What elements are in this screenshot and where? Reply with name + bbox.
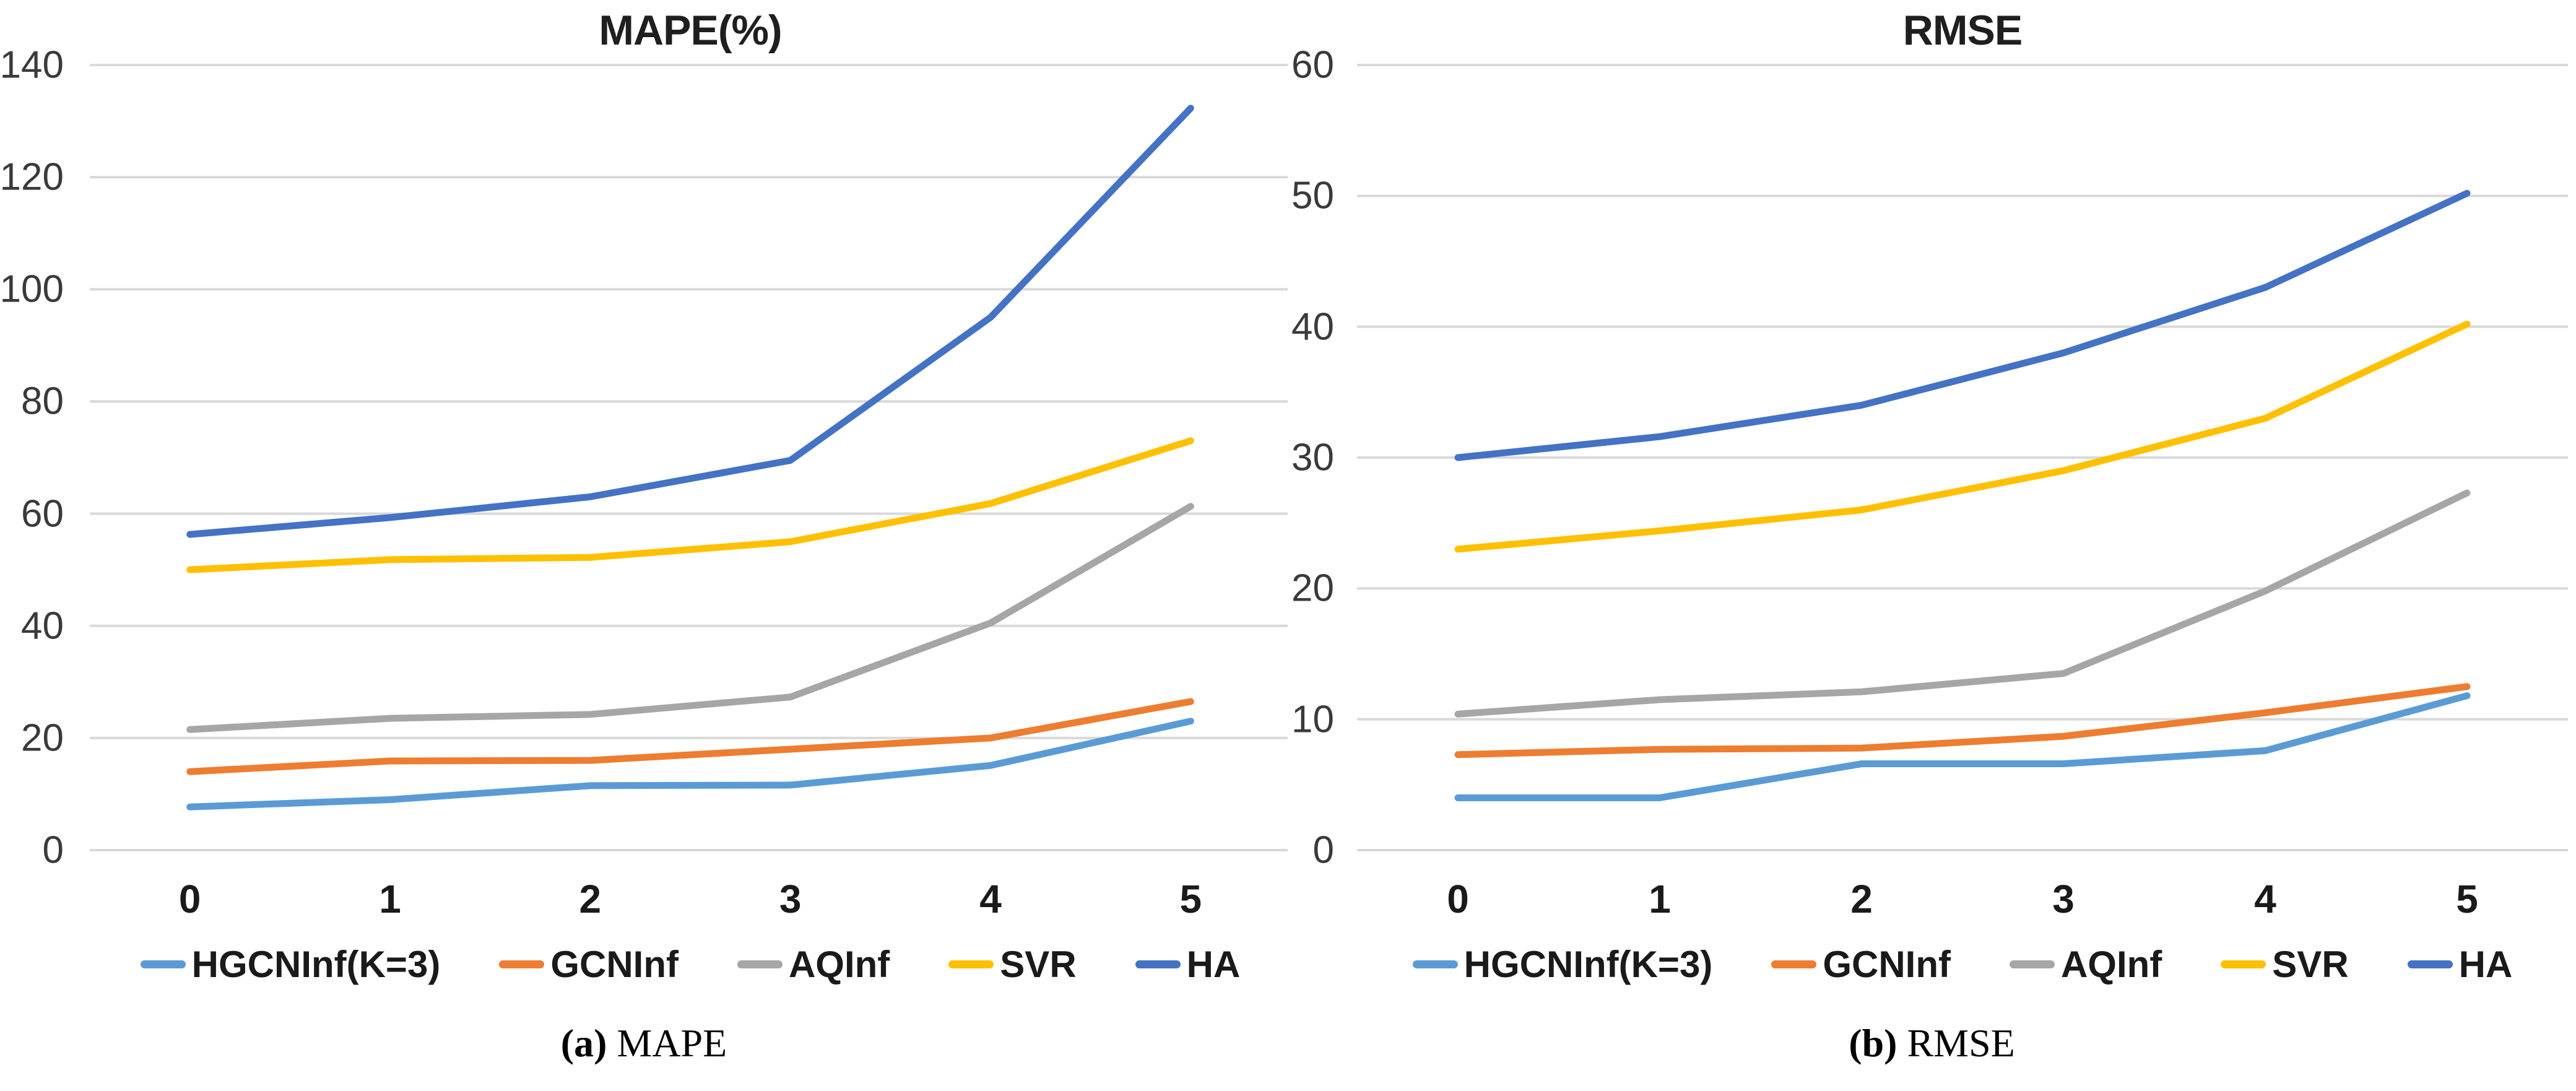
series-line-3 <box>1454 320 2471 553</box>
legend-item: GCNInf <box>1771 943 1951 986</box>
legend-label: AQInf <box>788 943 890 985</box>
y-tick-label: 40 <box>21 604 64 648</box>
legend-swatch-icon <box>737 960 783 968</box>
legend-item: HA <box>1135 943 1241 986</box>
series-line-1 <box>1454 683 2471 758</box>
x-tick-label: 1 <box>1649 877 1671 921</box>
legend-label: HGCNInf(K=3) <box>1464 943 1713 985</box>
chart-panel-mape: MAPE(%) 0 20 40 60 80 100 120 140 0 1 2 3 4 5 HGCNIn… <box>0 7 1291 1066</box>
x-tick-label: 2 <box>1850 877 1873 921</box>
series-line-2 <box>186 503 1194 733</box>
legend-item: HGCNInf(K=3) <box>140 943 441 986</box>
legend-item: SVR <box>948 943 1077 986</box>
legend-item: AQInf <box>2009 943 2162 986</box>
legend-swatch-icon <box>140 960 186 968</box>
legend-swatch-icon <box>1771 960 1817 968</box>
y-tick-label: 50 <box>1291 174 1334 217</box>
y-tick-label: 0 <box>42 828 64 872</box>
y-tick-label: 80 <box>21 380 64 423</box>
series-line-4 <box>186 105 1194 538</box>
legend-swatch-icon <box>1412 960 1458 968</box>
x-tick-label: 0 <box>178 877 201 921</box>
y-tick-label: 60 <box>21 492 64 536</box>
legend-label: SVR <box>2272 943 2349 985</box>
legend-label: HA <box>1186 943 1241 985</box>
y-tick-label: 20 <box>1291 567 1334 610</box>
y-tick-label: 0 <box>1312 828 1334 872</box>
legend-swatch-icon <box>2407 960 2453 968</box>
figure-caption: (b) RMSE <box>1288 1020 2576 1066</box>
figure-caption: (a) MAPE <box>0 1020 1288 1066</box>
series-line-2 <box>1454 489 2471 718</box>
plot-area-rmse <box>1357 64 2568 851</box>
legend-label: AQInf <box>2060 943 2162 985</box>
legend-item: AQInf <box>737 943 890 986</box>
x-tick-label: 4 <box>2254 877 2276 921</box>
caption-text: MAPE <box>617 1021 727 1065</box>
legend-swatch-icon <box>499 960 545 968</box>
legend-item: HA <box>2407 943 2513 986</box>
x-tick-label: 5 <box>2456 877 2478 921</box>
series-line-4 <box>1454 189 2471 461</box>
legend-label: SVR <box>1000 943 1077 985</box>
caption-index: (a) <box>560 1021 607 1065</box>
legend-item: GCNInf <box>499 943 679 986</box>
legend-label: HGCNInf(K=3) <box>191 943 441 985</box>
y-tick-label: 10 <box>1291 698 1334 741</box>
legend-swatch-icon <box>2009 960 2055 968</box>
x-tick-label: 3 <box>779 877 802 921</box>
caption-index: (b) <box>1849 1021 1897 1065</box>
y-tick-label: 140 <box>0 43 64 87</box>
legend-swatch-icon <box>1135 960 1181 968</box>
chart-title: MAPE(%) <box>599 7 782 54</box>
legend: HGCNInf(K=3) GCNInf AQInf SVR HA <box>1357 936 2568 992</box>
series-line-1 <box>186 698 1194 775</box>
legend-label: GCNInf <box>550 943 679 985</box>
series-line-0 <box>1454 692 2471 801</box>
legend-item: SVR <box>2221 943 2349 986</box>
y-tick-label: 60 <box>1291 43 1334 87</box>
plot-area-mape <box>90 64 1288 851</box>
series-line-3 <box>186 437 1194 573</box>
x-tick-label: 4 <box>979 877 1002 921</box>
caption-text: RMSE <box>1907 1021 2015 1065</box>
legend-swatch-icon <box>2221 960 2266 968</box>
x-tick-label: 2 <box>579 877 602 921</box>
chart-panel-rmse: RMSE 0 10 20 30 40 50 60 0 1 2 3 4 5 HGCNInf(K=3) GC… <box>1288 0 2576 1091</box>
x-tick-label: 3 <box>2052 877 2075 921</box>
y-tick-label: 30 <box>1291 436 1334 479</box>
x-tick-label: 1 <box>379 877 401 921</box>
x-tick-label: 0 <box>1447 877 1469 921</box>
y-tick-label: 20 <box>21 716 64 760</box>
legend-label: HA <box>2458 943 2513 985</box>
y-tick-label: 40 <box>1291 305 1334 349</box>
chart-title: RMSE <box>1902 7 2023 54</box>
y-tick-label: 120 <box>0 155 64 199</box>
legend-label: GCNInf <box>1823 943 1951 985</box>
x-tick-label: 5 <box>1179 877 1202 921</box>
legend-item: HGCNInf(K=3) <box>1412 943 1713 986</box>
y-tick-label: 100 <box>0 267 64 311</box>
legend: HGCNInf(K=3) GCNInf AQInf SVR HA <box>90 936 1291 992</box>
series-line-0 <box>186 718 1194 811</box>
legend-swatch-icon <box>948 960 994 968</box>
